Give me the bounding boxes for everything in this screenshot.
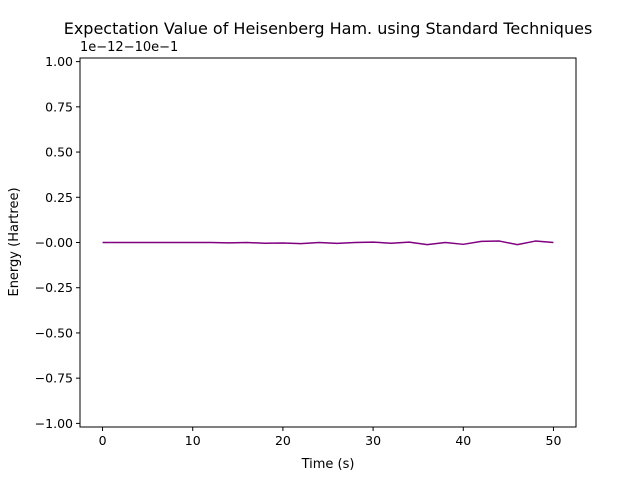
y-tick-label: 0.25	[45, 190, 73, 205]
series-line-0	[102, 240, 554, 246]
y-tick-label: 0.75	[45, 99, 73, 114]
series-layer	[102, 240, 554, 246]
chart-title: Expectation Value of Heisenberg Ham. usi…	[64, 19, 593, 38]
y-tick-label: −0.75	[35, 371, 73, 386]
x-tick-label: 40	[455, 433, 471, 448]
x-tick-label: 20	[275, 433, 291, 448]
y-tick-label: −0.00	[35, 235, 73, 250]
y-tick-label: 1.00	[45, 54, 73, 69]
y-tick-label: 0.50	[45, 145, 73, 160]
y-axis-label: Energy (Hartree)	[7, 187, 22, 296]
y-tick-label: −0.25	[35, 280, 73, 295]
y-axis-offset-text: 1e−12−10e−1	[80, 40, 178, 55]
plot-area-frame	[79, 57, 577, 428]
x-tick-label: 30	[365, 433, 381, 448]
x-tick-label: 50	[546, 433, 562, 448]
y-tick-label: −1.00	[35, 416, 73, 431]
x-axis-ticks: 0 10 20 30 40 50	[99, 427, 562, 448]
y-tick-label: −0.50	[35, 325, 73, 340]
y-axis-ticks: 1.00 0.75 0.50 0.25 −0.00 −0.25 −0.50 −0.75 −1.0…	[35, 54, 80, 431]
x-tick-label: 0	[99, 433, 107, 448]
x-tick-label: 10	[185, 433, 201, 448]
x-axis-label: Time (s)	[301, 457, 355, 472]
